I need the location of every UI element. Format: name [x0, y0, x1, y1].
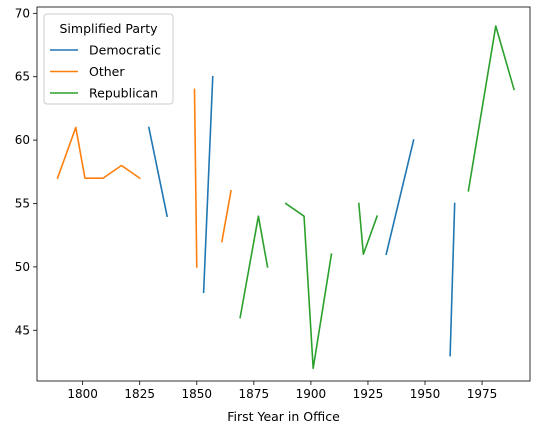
series-line-democratic-2 [385, 139, 415, 256]
series-line-republican-1 [284, 202, 333, 370]
series-lines [56, 25, 516, 370]
y-tick-label: 60 [15, 133, 30, 147]
y-tick-label: 70 [15, 6, 30, 20]
x-tick-label: 1800 [67, 387, 98, 401]
series-line-other-0 [56, 126, 141, 180]
legend-box [43, 13, 174, 105]
x-tick-label: 1850 [181, 387, 212, 401]
y-tick-label: 50 [15, 260, 30, 274]
x-tick-label: 1900 [296, 387, 327, 401]
y-tick-label: 55 [15, 197, 30, 211]
x-axis: 1800 1825 1850 1875 1900 1925 1950 1975 [67, 381, 497, 401]
x-tick-label: 1950 [410, 387, 441, 401]
y-tick-label: 65 [15, 70, 30, 84]
legend-label-democratic: Democratic [89, 43, 161, 58]
legend: Simplified Party Democratic Other Republic… [43, 13, 174, 105]
series-line-other-1 [193, 88, 198, 268]
series-line-republican-0 [239, 215, 269, 319]
series-line-democratic-1 [202, 75, 214, 294]
x-tick-label: 1975 [467, 387, 498, 401]
legend-title: Simplified Party [59, 21, 158, 36]
x-tick-label: 1825 [124, 387, 155, 401]
x-axis-label: First Year in Office [227, 409, 340, 424]
series-line-democratic-0 [147, 126, 169, 218]
x-tick-label: 1875 [239, 387, 270, 401]
series-line-republican-3 [467, 25, 516, 192]
y-tick-label: 45 [15, 323, 30, 337]
x-tick-label: 1925 [353, 387, 384, 401]
plot-frame [36, 6, 531, 382]
legend-label-republican: Republican [89, 86, 158, 101]
legend-entries: Democratic Other Republican [50, 43, 161, 101]
series-line-republican-2 [357, 202, 379, 256]
y-axis: 45 50 55 60 65 70 [15, 6, 37, 337]
series-line-democratic-3 [449, 202, 456, 357]
legend-label-other: Other [89, 64, 125, 79]
series-line-other-2 [220, 189, 232, 243]
